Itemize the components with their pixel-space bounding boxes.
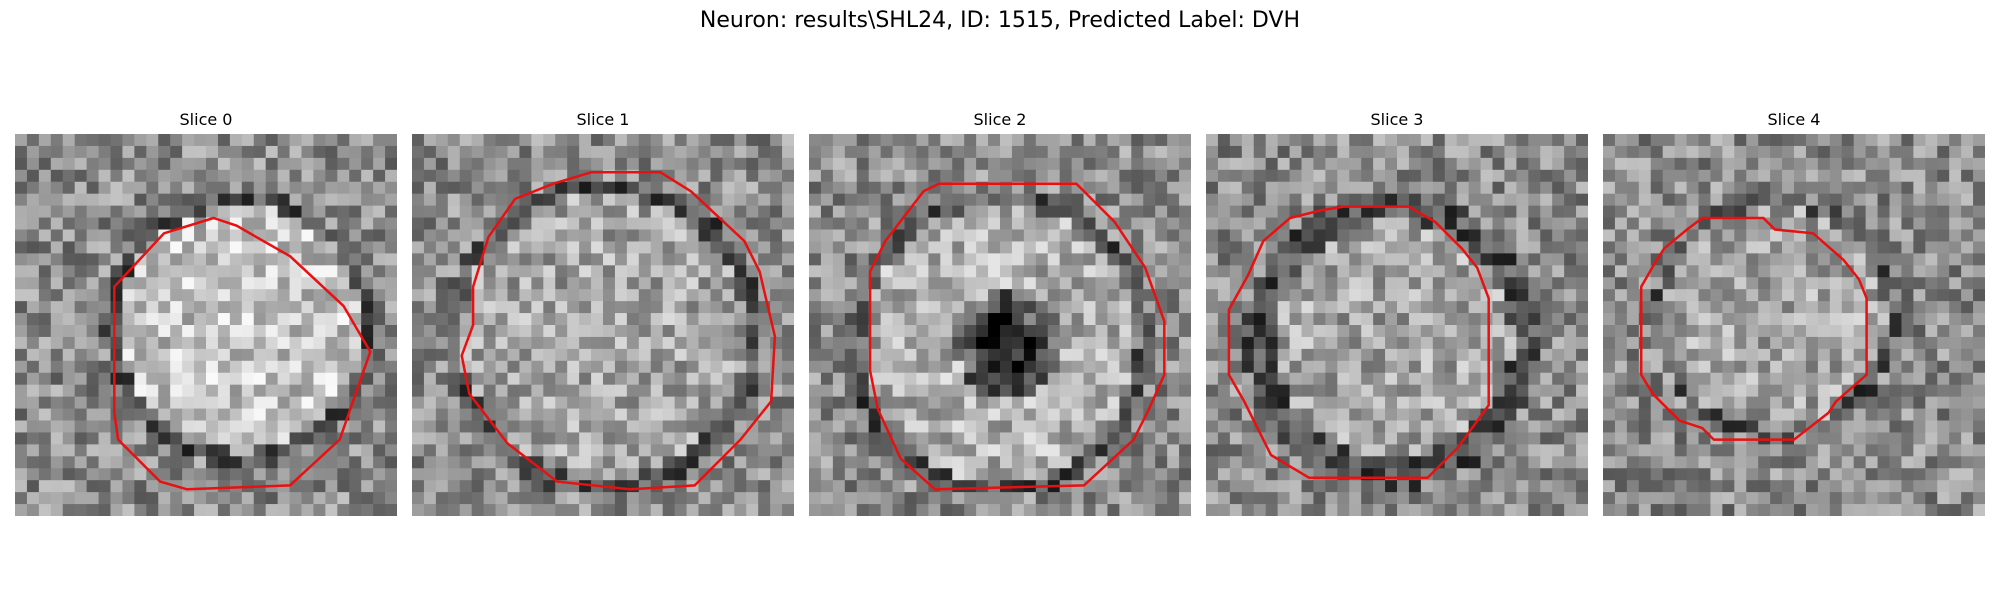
segmentation-contour xyxy=(868,182,1166,491)
segmentation-contour xyxy=(1639,216,1868,441)
slice-title: Slice 1 xyxy=(576,110,630,129)
slice-title: Slice 0 xyxy=(179,110,233,129)
slice-image xyxy=(1603,134,1985,516)
slice-image xyxy=(1206,134,1588,516)
slice-title: Slice 3 xyxy=(1370,110,1424,129)
slice-panel-3: Slice 3 xyxy=(1206,110,1588,530)
segmentation-contour xyxy=(460,170,777,491)
slice-panel-4: Slice 4 xyxy=(1603,110,1985,530)
slice-image xyxy=(412,134,794,516)
slice-panel-1: Slice 1 xyxy=(412,110,794,530)
slice-title: Slice 2 xyxy=(973,110,1027,129)
slice-panel-0: Slice 0 xyxy=(15,110,397,530)
slice-image xyxy=(809,134,1191,516)
slice-title: Slice 4 xyxy=(1767,110,1821,129)
segmentation-contour xyxy=(113,216,372,491)
segmentation-contour xyxy=(1227,205,1490,480)
slice-panel-2: Slice 2 xyxy=(809,110,1191,530)
slice-image xyxy=(15,134,397,516)
figure-title: Neuron: results\SHL24, ID: 1515, Predict… xyxy=(699,8,1301,33)
